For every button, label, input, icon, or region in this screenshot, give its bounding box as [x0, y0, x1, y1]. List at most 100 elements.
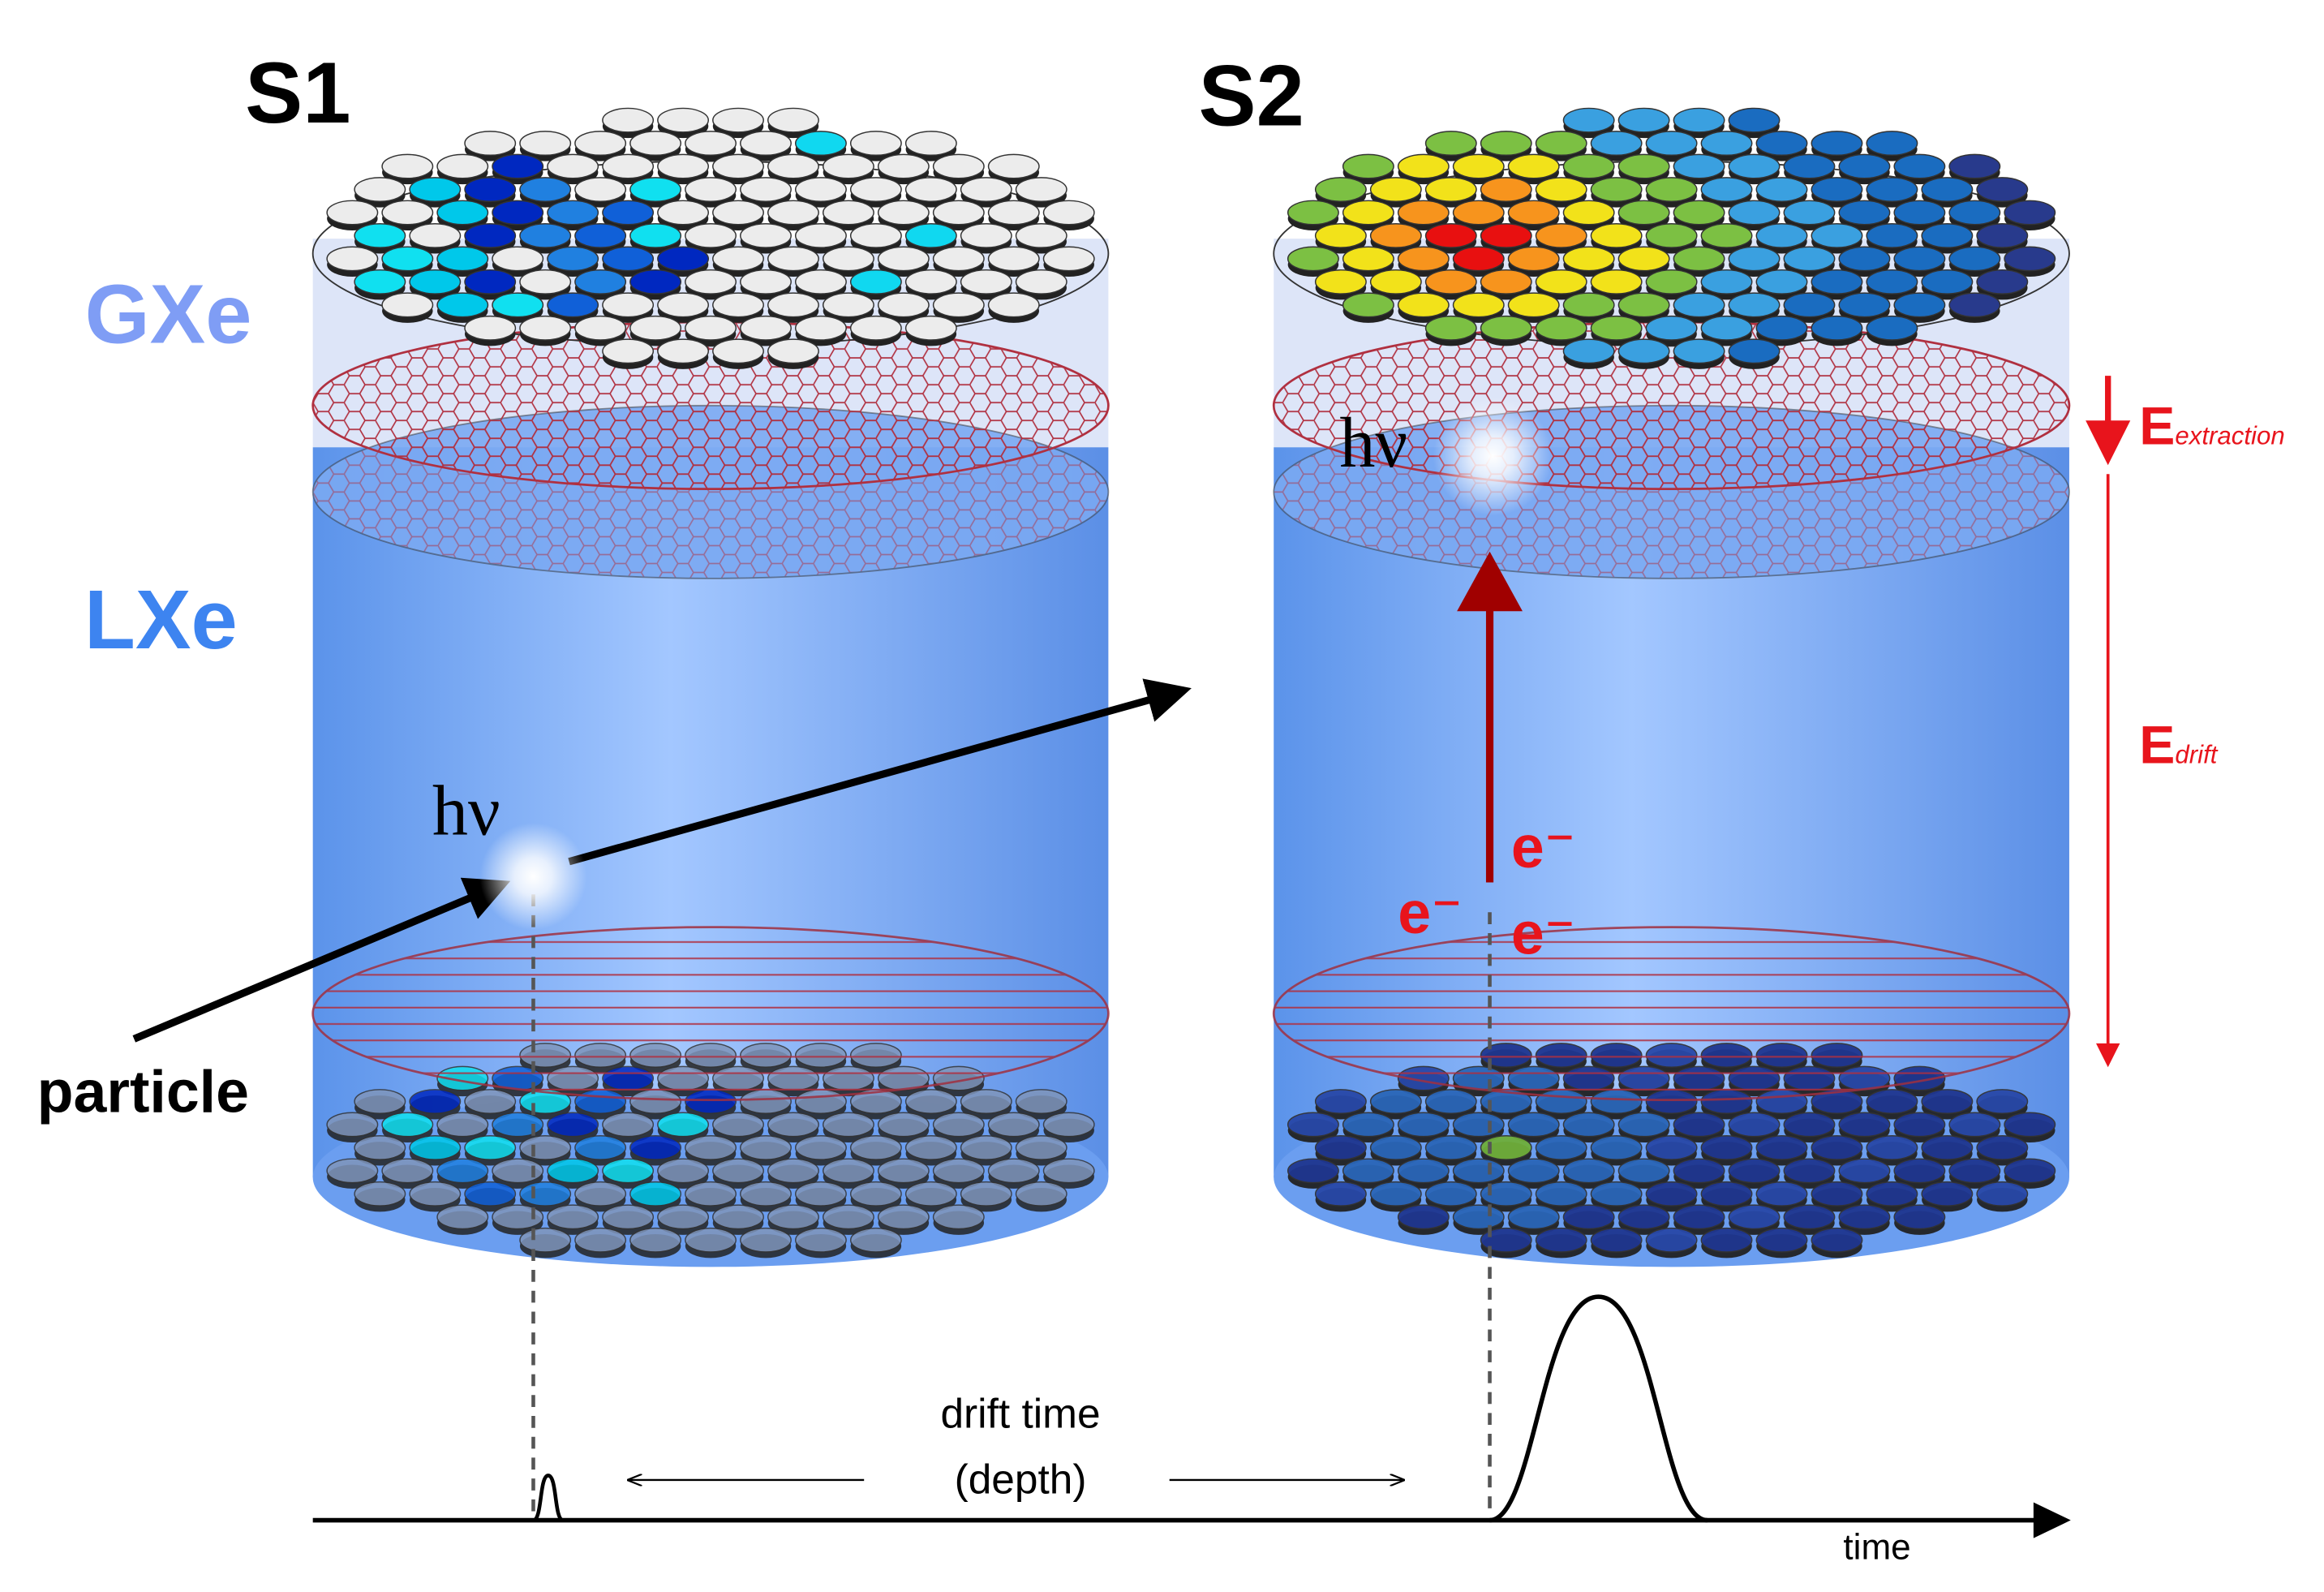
pmt [1369, 1181, 1422, 1207]
pmt [1976, 1134, 2029, 1160]
pmt [547, 246, 599, 272]
pmt [1287, 1158, 1339, 1184]
pmt [1314, 269, 1367, 295]
pmt [987, 153, 1040, 179]
photon-label: hν [432, 772, 500, 851]
pmt [1535, 315, 1587, 341]
pmt [1783, 153, 1836, 179]
pmt [381, 200, 434, 226]
pmt [436, 246, 489, 272]
pmt [1042, 200, 1095, 226]
pmt [712, 292, 764, 318]
pmt [1921, 223, 1974, 248]
pmt [849, 1227, 902, 1253]
pmt [1562, 107, 1615, 133]
pmt [712, 338, 764, 364]
pmt [1562, 338, 1615, 364]
field-symbol: E [2139, 397, 2175, 457]
pmt [794, 315, 847, 341]
pmt [602, 1204, 655, 1230]
pmt [1700, 223, 1753, 248]
pmt [1645, 269, 1698, 295]
pmt [1369, 1089, 1422, 1114]
pmt [1645, 1134, 1698, 1160]
pmt [1424, 1181, 1477, 1207]
pmt [602, 1112, 655, 1138]
pmt [877, 1158, 930, 1184]
pmt [877, 153, 930, 179]
time-label: time [1843, 1527, 1910, 1567]
pmt [657, 338, 710, 364]
pmt [1645, 315, 1698, 341]
pmt [1562, 1112, 1615, 1138]
pmt [685, 269, 737, 295]
pmt [849, 315, 902, 341]
pmt [1976, 177, 2029, 202]
pmt [2004, 200, 2056, 226]
pmt [1617, 292, 1670, 318]
pmt [1645, 131, 1698, 157]
pmt [794, 223, 847, 248]
pmt [1590, 177, 1643, 202]
pmt [2004, 246, 2056, 272]
pmt [1728, 292, 1781, 318]
pmt [1397, 200, 1450, 226]
pmt [987, 246, 1040, 272]
pmt [574, 223, 627, 248]
pmt [1921, 269, 1974, 295]
pmt [960, 1181, 1012, 1207]
pmt [1673, 338, 1725, 364]
pmt [1728, 1112, 1781, 1138]
pmt [1893, 200, 1946, 226]
pmt [1700, 269, 1753, 295]
pmt [1015, 1134, 1067, 1160]
pmt [1838, 1158, 1891, 1184]
pmt [904, 1089, 957, 1114]
pmt [960, 1134, 1012, 1160]
pmt [1424, 177, 1477, 202]
pmt [1015, 1181, 1067, 1207]
pmt [574, 1227, 627, 1253]
pmt [2004, 1112, 2056, 1138]
pmt [602, 1158, 655, 1184]
pmt [1507, 292, 1560, 318]
pmt [685, 1134, 737, 1160]
pmt [1015, 177, 1067, 202]
pmt [1811, 1181, 1863, 1207]
pmt [602, 153, 655, 179]
pmt [1948, 246, 2001, 272]
pmt [629, 177, 682, 202]
pmt [904, 177, 957, 202]
pmt [1893, 1158, 1946, 1184]
pmt [960, 269, 1012, 295]
pmt [1921, 1089, 1974, 1114]
pmt [1015, 269, 1067, 295]
pmt [877, 200, 930, 226]
pmt [1811, 131, 1863, 157]
pmt [354, 223, 406, 248]
pmt [657, 1204, 710, 1230]
detector [1272, 107, 2071, 1267]
pmt [657, 1112, 710, 1138]
pmt [1728, 1204, 1781, 1230]
pmt [740, 177, 792, 202]
electron-label: e⁻ [1511, 813, 1576, 880]
pmt [1452, 292, 1505, 318]
pmt [1811, 1227, 1863, 1253]
pmt [381, 246, 434, 272]
pmt [987, 1112, 1040, 1138]
pmt [464, 1089, 517, 1114]
pmt [1314, 1181, 1367, 1207]
pmt [1015, 1089, 1067, 1114]
pmt [1728, 107, 1781, 133]
pmt [547, 153, 599, 179]
pmt [1507, 1204, 1560, 1230]
pmt [1645, 177, 1698, 202]
pmt [685, 315, 737, 341]
pmt [1424, 223, 1477, 248]
pmt [904, 131, 957, 157]
pmt [547, 292, 599, 318]
pmt [1535, 177, 1587, 202]
